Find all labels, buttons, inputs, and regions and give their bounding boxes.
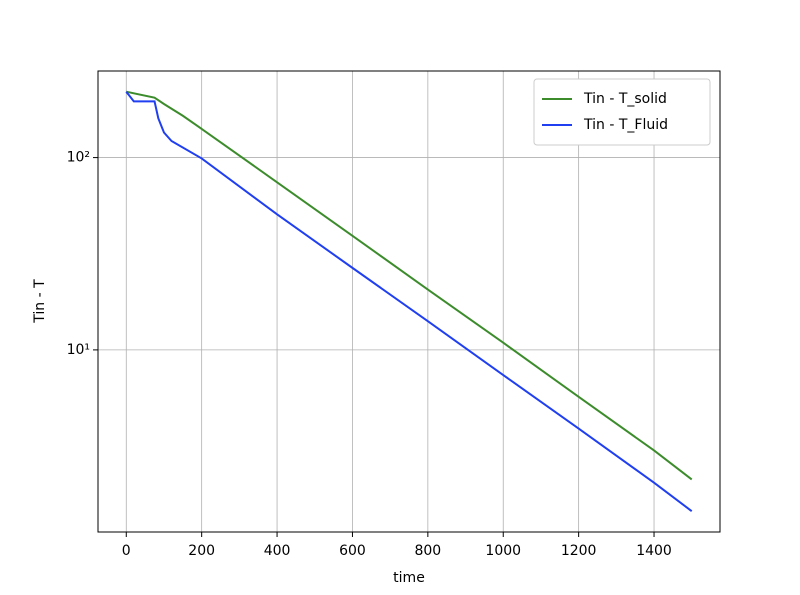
line — [126, 90, 693, 481]
legend-label: Tin - T_Fluid — [583, 117, 668, 133]
x-tick-label: 800 — [414, 543, 441, 559]
line — [125, 91, 693, 512]
x-tick-label: 1200 — [561, 543, 597, 559]
x-tick-label: 400 — [264, 543, 291, 559]
legend-label: Tin - T_solid — [583, 91, 667, 107]
x-tick-label: 0 — [122, 543, 131, 559]
plot-frame — [97, 70, 721, 533]
x-tick-label: 1400 — [636, 543, 672, 559]
x-tick-label: 1000 — [485, 543, 521, 559]
x-tick-label: 600 — [339, 543, 366, 559]
x-tick-label: 200 — [188, 543, 215, 559]
y-tick-label: 10¹ — [67, 342, 90, 358]
y-tick-label: 10² — [67, 150, 90, 166]
y-axis-label: Tin - T — [32, 279, 48, 324]
x-axis-label: time — [393, 570, 425, 586]
legend-box — [533, 78, 711, 146]
